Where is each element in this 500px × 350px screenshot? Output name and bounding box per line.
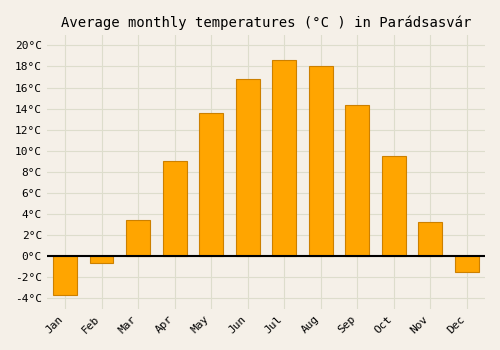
Bar [54, 256, 77, 295]
Bar [309, 66, 332, 256]
Bar [455, 256, 478, 272]
Bar [126, 220, 150, 256]
Bar [163, 161, 186, 256]
Bar [346, 105, 369, 256]
Bar [382, 156, 406, 256]
Bar [272, 60, 296, 256]
Title: Average monthly temperatures (°C ) in Parádsasvár: Average monthly temperatures (°C ) in Pa… [60, 15, 471, 29]
Bar [418, 222, 442, 256]
Bar [200, 113, 223, 256]
Bar [90, 256, 114, 264]
Bar [236, 79, 260, 256]
